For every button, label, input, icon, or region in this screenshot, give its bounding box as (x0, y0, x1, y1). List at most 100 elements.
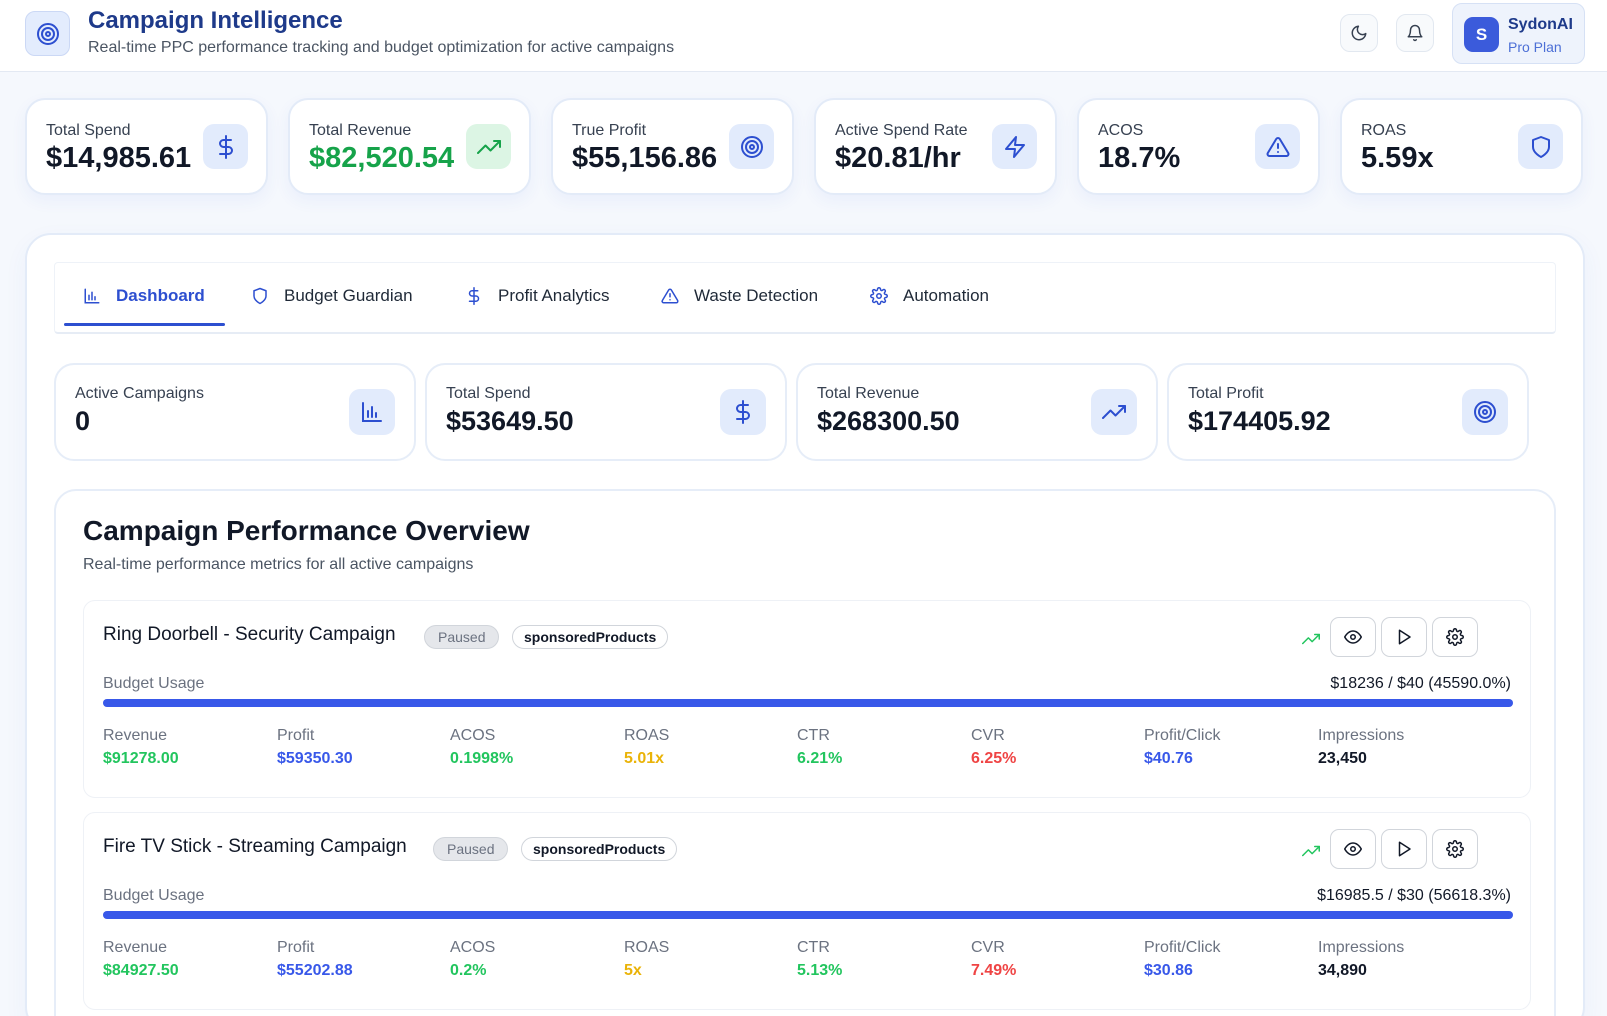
kpi-label: Total Revenue (309, 122, 411, 140)
metric-profit-per-click: Profit/Click $30.86 (1144, 939, 1220, 980)
campaign-overview-panel: Campaign Performance Overview Real-time … (54, 489, 1556, 1016)
tab-budget-guardian[interactable]: Budget Guardian (251, 263, 413, 329)
eye-icon (1344, 840, 1362, 858)
campaign-row[interactable]: Ring Doorbell - Security Campaign Paused… (83, 600, 1531, 798)
stat-card-total-spend: Total Spend $53649.50 (425, 363, 787, 461)
status-badge: Paused (424, 625, 499, 649)
metric-value: 7.49% (971, 962, 1016, 980)
metric-profit-per-click: Profit/Click $40.76 (1144, 727, 1220, 768)
view-button[interactable] (1330, 617, 1376, 657)
stat-value: $53649.50 (446, 406, 574, 437)
tab-waste-detection[interactable]: Waste Detection (661, 263, 818, 329)
settings-button[interactable] (1432, 829, 1478, 869)
metric-label: ROAS (624, 727, 669, 745)
view-button[interactable] (1330, 829, 1376, 869)
budget-progress-fill (103, 699, 1513, 707)
kpi-card-active-spend-rate: Active Spend Rate $20.81/hr (814, 98, 1057, 195)
metric-impressions: Impressions 34,890 (1318, 939, 1404, 980)
metric-label: ACOS (450, 727, 513, 745)
alert-triangle-icon (1266, 135, 1290, 159)
metric-cvr: CVR 6.25% (971, 727, 1016, 768)
trending-up-icon (1302, 842, 1320, 860)
stat-card-total-profit: Total Profit $174405.92 (1167, 363, 1529, 461)
kpi-card-total-revenue: Total Revenue $82,520.54 (288, 98, 531, 195)
metric-value: 0.1998% (450, 750, 513, 768)
campaign-name: Fire TV Stick - Streaming Campaign (103, 836, 407, 858)
tab-profit-analytics[interactable]: Profit Analytics (465, 263, 610, 329)
metric-ctr: CTR 6.21% (797, 727, 842, 768)
metric-label: CVR (971, 727, 1016, 745)
status-badge: Paused (433, 837, 508, 861)
metric-label: CTR (797, 727, 842, 745)
stat-icon-box (1462, 389, 1508, 435)
app-title: Campaign Intelligence (88, 7, 343, 35)
metric-label: ROAS (624, 939, 669, 957)
zap-icon (1003, 135, 1027, 159)
kpi-value: 18.7% (1098, 142, 1180, 175)
stat-value: $268300.50 (817, 406, 960, 437)
budget-progress-fill (103, 911, 1513, 919)
metric-profit: Profit $59350.30 (277, 727, 353, 768)
metric-roas: ROAS 5x (624, 939, 669, 980)
shield-icon (1529, 135, 1553, 159)
metric-value: $40.76 (1144, 750, 1220, 768)
stat-card-total-revenue: Total Revenue $268300.50 (796, 363, 1158, 461)
stat-icon-box (349, 389, 395, 435)
theme-toggle-button[interactable] (1340, 14, 1378, 52)
metric-value: 23,450 (1318, 750, 1404, 768)
kpi-label: ROAS (1361, 122, 1406, 140)
kpi-label: Total Spend (46, 122, 131, 140)
bar-chart-icon (360, 400, 384, 424)
notifications-button[interactable] (1396, 14, 1434, 52)
tab-label: Profit Analytics (498, 286, 610, 306)
metric-cvr: CVR 7.49% (971, 939, 1016, 980)
stat-value: $174405.92 (1188, 406, 1331, 437)
overview-title: Campaign Performance Overview (83, 515, 530, 547)
campaign-row[interactable]: Fire TV Stick - Streaming Campaign Pause… (83, 812, 1531, 1010)
play-button[interactable] (1381, 617, 1427, 657)
metric-label: CVR (971, 939, 1016, 957)
kpi-icon-box (1518, 124, 1563, 169)
kpi-icon-box (466, 124, 511, 169)
target-icon (36, 22, 60, 46)
app-logo[interactable] (25, 11, 70, 56)
metric-label: Revenue (103, 727, 179, 745)
main-panel: Dashboard Budget Guardian Profit Analyti… (25, 233, 1585, 1016)
stat-label: Total Profit (1188, 385, 1264, 403)
budget-usage-label: Budget Usage (103, 675, 204, 693)
tab-automation[interactable]: Automation (870, 263, 989, 329)
app-header: Campaign Intelligence Real-time PPC perf… (0, 0, 1607, 72)
kpi-icon-box (992, 124, 1037, 169)
stat-label: Total Revenue (817, 385, 919, 403)
metric-value: 5.01x (624, 750, 669, 768)
stat-icon-box (720, 389, 766, 435)
budget-progress-bar (103, 911, 1513, 919)
metric-value: $30.86 (1144, 962, 1220, 980)
stat-card-active-campaigns: Active Campaigns 0 (54, 363, 416, 461)
play-button[interactable] (1381, 829, 1427, 869)
metric-ctr: CTR 5.13% (797, 939, 842, 980)
campaign-name: Ring Doorbell - Security Campaign (103, 624, 396, 646)
stat-label: Active Campaigns (75, 385, 204, 403)
stat-value: 0 (75, 406, 90, 437)
budget-usage-value: $16985.5 / $30 (56618.3%) (1317, 887, 1511, 905)
tab-label: Dashboard (116, 286, 205, 306)
metric-label: CTR (797, 939, 842, 957)
metric-acos: ACOS 0.2% (450, 939, 495, 980)
metric-label: Profit/Click (1144, 939, 1220, 957)
trending-up-icon (1102, 400, 1126, 424)
trending-up-icon (1302, 630, 1320, 648)
settings-button[interactable] (1432, 617, 1478, 657)
stat-icon-box (1091, 389, 1137, 435)
kpi-icon-box (729, 124, 774, 169)
kpi-label: Active Spend Rate (835, 122, 968, 140)
play-icon (1395, 840, 1413, 858)
alert-triangle-icon (661, 287, 679, 305)
tab-dashboard[interactable]: Dashboard (83, 263, 205, 329)
metric-value: $84927.50 (103, 962, 179, 980)
bell-icon (1406, 24, 1424, 42)
user-menu[interactable]: S SydonAI Pro Plan (1452, 3, 1585, 64)
user-name: SydonAI (1508, 16, 1573, 34)
metric-label: Profit/Click (1144, 727, 1220, 745)
avatar: S (1464, 17, 1499, 52)
